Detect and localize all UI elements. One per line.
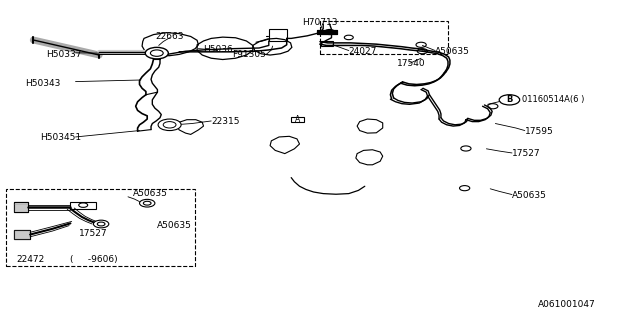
Text: 17527: 17527 (512, 149, 541, 158)
Text: A50635: A50635 (435, 47, 470, 56)
Circle shape (499, 95, 520, 105)
Bar (317, 30, 337, 34)
Text: H5036: H5036 (203, 45, 232, 54)
Text: A50635: A50635 (133, 189, 168, 198)
Circle shape (140, 199, 155, 207)
Text: 17540: 17540 (397, 60, 426, 68)
Circle shape (145, 47, 168, 59)
Bar (6, 189, 195, 266)
Text: B: B (506, 95, 513, 104)
Bar (14, 230, 30, 239)
Text: A50635: A50635 (157, 221, 191, 230)
Bar (317, 30, 337, 34)
Text: 22315: 22315 (211, 117, 240, 126)
Bar (321, 41, 333, 46)
Bar (70, 202, 96, 209)
Text: H50337: H50337 (46, 50, 82, 59)
Bar (269, 29, 287, 41)
Circle shape (158, 119, 181, 131)
Text: A50635: A50635 (512, 191, 547, 200)
Text: 17527: 17527 (79, 229, 107, 238)
Text: H70713: H70713 (302, 18, 338, 27)
Text: A061001047: A061001047 (538, 300, 595, 309)
Text: 01160514A(6 ): 01160514A(6 ) (522, 95, 584, 104)
Bar (14, 202, 28, 212)
Text: 24027: 24027 (349, 47, 377, 56)
Text: 22663: 22663 (156, 32, 184, 41)
Text: 22472: 22472 (16, 255, 44, 264)
Bar (14, 230, 30, 239)
Text: A: A (295, 115, 300, 124)
Text: H503451: H503451 (40, 133, 81, 142)
Bar (320, 21, 448, 54)
Text: H50343: H50343 (26, 79, 61, 88)
Bar (291, 117, 304, 122)
Bar (14, 202, 28, 212)
Text: (     -9606): ( -9606) (70, 255, 118, 264)
Circle shape (93, 220, 109, 228)
Text: 17595: 17595 (525, 127, 554, 136)
Text: F91305: F91305 (232, 50, 266, 59)
